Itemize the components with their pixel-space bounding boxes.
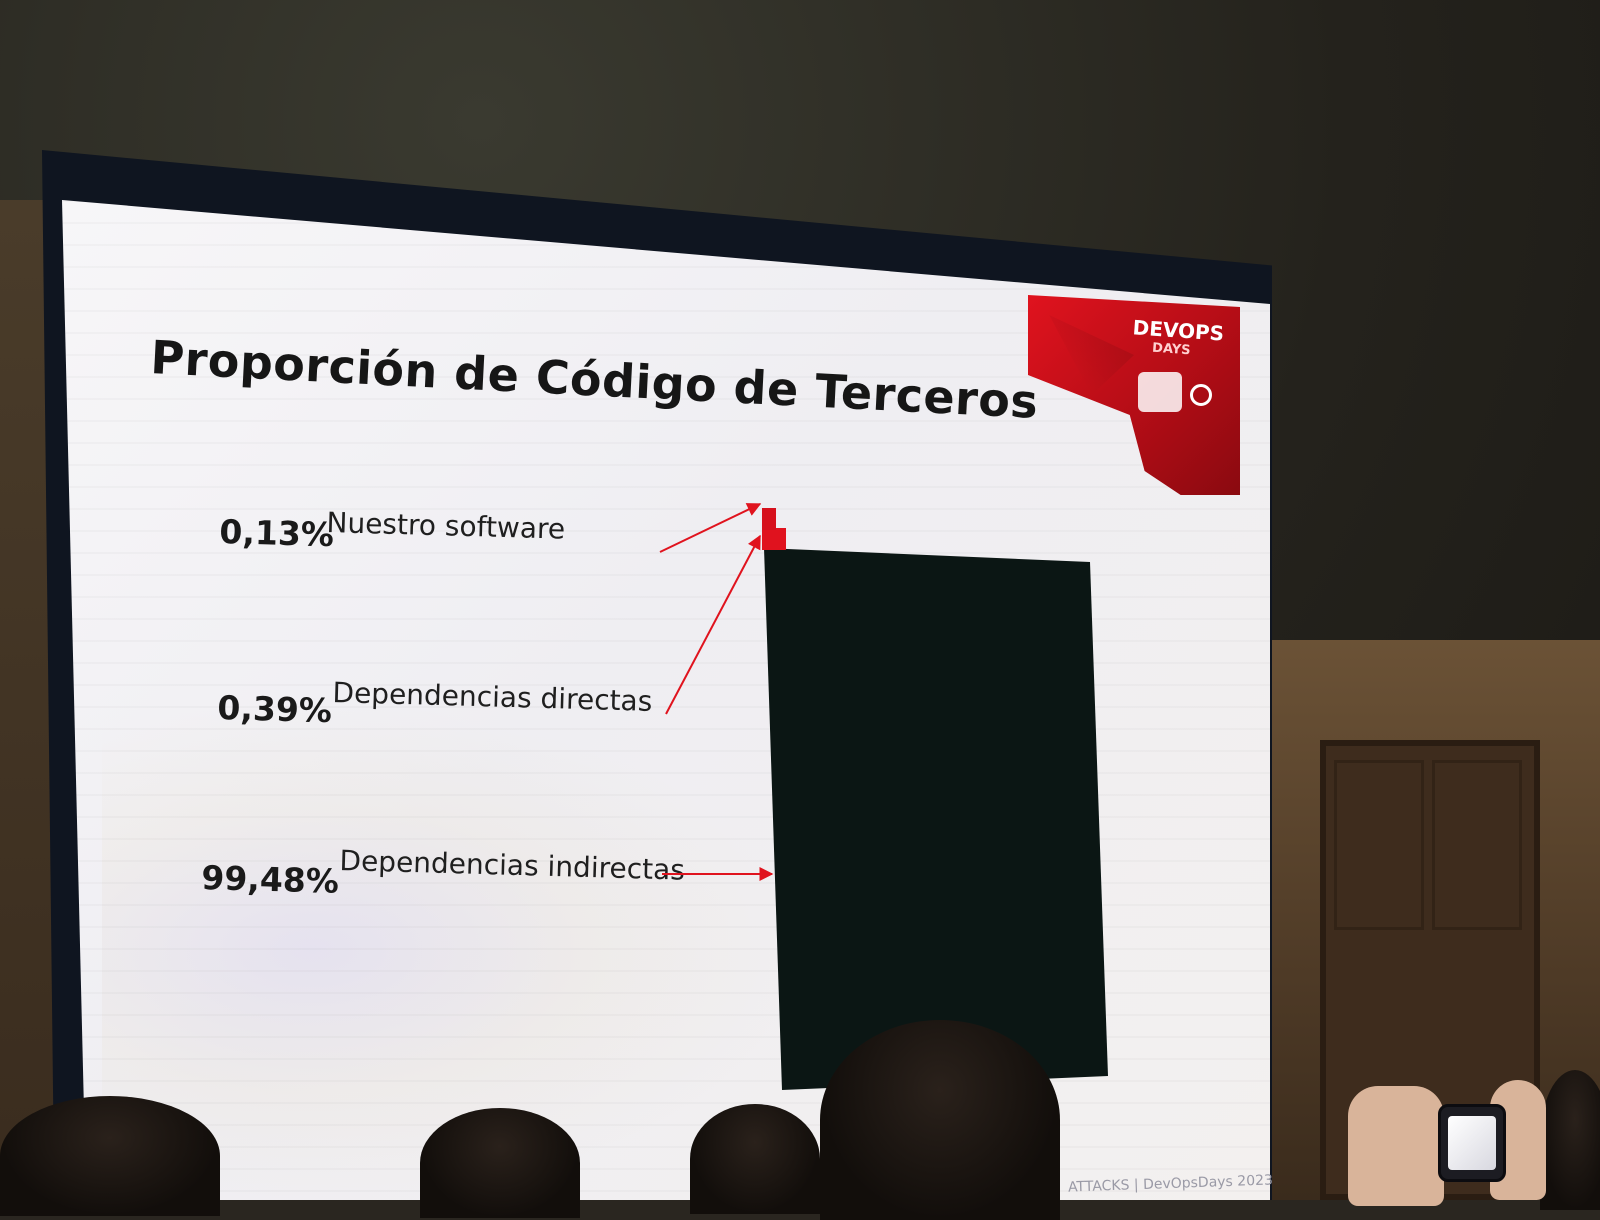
door-panel-right: [1432, 760, 1522, 930]
phone-screen: [1448, 1116, 1496, 1170]
door-panel-left: [1334, 760, 1424, 930]
bar-segment-dependencias-directas: [762, 528, 786, 550]
audience-head-4: [820, 1020, 1060, 1220]
logo-emblem-icon: [1138, 372, 1182, 412]
arrow-dependencias-directas: [665, 534, 761, 715]
audience-head-2: [420, 1108, 580, 1218]
audience-head-3: [690, 1104, 820, 1214]
audience-head-5: [1540, 1070, 1600, 1210]
arrow-nuestro-software: [659, 503, 762, 553]
bar-segment-dependencias-indirectas: [764, 548, 1108, 1090]
audience-head-1: [0, 1096, 220, 1216]
audience-hand-left: [1348, 1086, 1444, 1206]
logo-ring-icon: [1190, 384, 1212, 406]
bar-segment-nuestro-software: [762, 508, 776, 530]
